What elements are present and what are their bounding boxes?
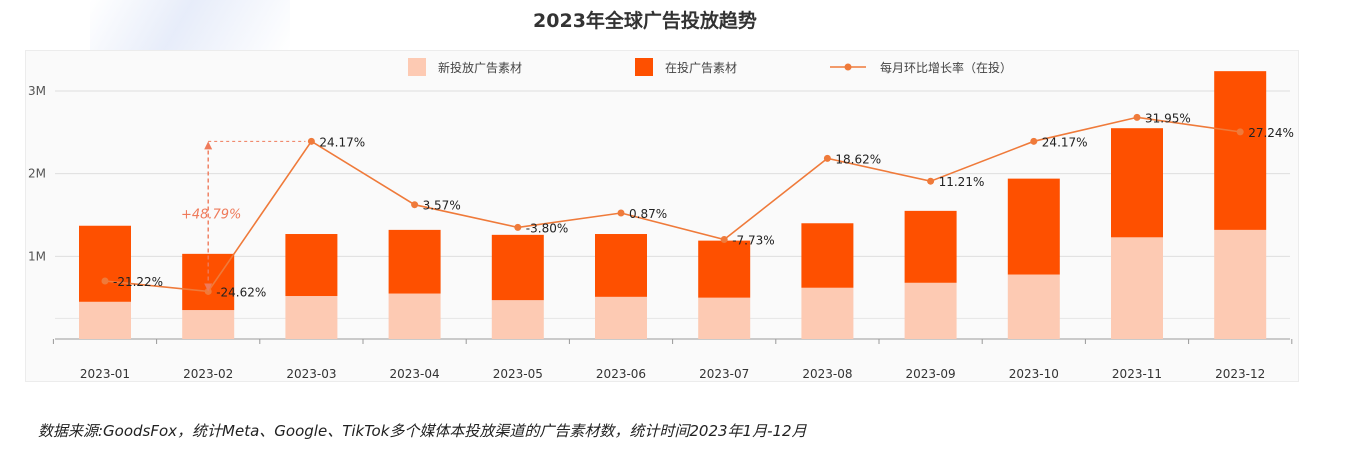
bar-new-ads	[1214, 229, 1267, 339]
bar-active-ads	[904, 210, 957, 283]
legend-swatch-growth-point	[844, 63, 852, 71]
x-tick-label: 2023-09	[906, 367, 956, 381]
bar-new-ads	[1007, 274, 1060, 339]
bar-new-ads	[698, 297, 751, 339]
bar-new-ads	[595, 296, 647, 339]
growth-label: -7.73%	[732, 233, 774, 247]
legend-label: 新投放广告素材	[438, 60, 522, 75]
chart-panel	[25, 50, 1299, 382]
x-tick-label: 2023-04	[390, 367, 440, 381]
legend-label: 每月环比增长率（在投）	[880, 60, 1012, 75]
chart-title: 2023年全球广告投放趋势	[533, 10, 757, 32]
growth-label: 3.57%	[423, 199, 461, 213]
y-tick-label: 2M	[28, 167, 46, 181]
bar-active-ads	[1007, 178, 1060, 275]
bar-active-ads	[1111, 128, 1163, 238]
x-tick-label: 2023-01	[80, 367, 130, 381]
growth-point	[1236, 128, 1244, 136]
annotation-label: +48.79%	[181, 207, 241, 222]
growth-label: -24.62%	[216, 285, 266, 299]
x-tick-label: 2023-11	[1112, 367, 1162, 381]
y-tick-label: 1M	[28, 249, 46, 263]
legend-swatch-active-ads	[635, 58, 653, 76]
x-tick-label: 2023-05	[493, 367, 543, 381]
bar-new-ads	[388, 293, 441, 339]
growth-point	[823, 154, 831, 162]
legend-swatch-new-ads	[408, 58, 426, 76]
x-tick-label: 2023-10	[1009, 367, 1059, 381]
bar-new-ads	[801, 287, 854, 339]
bar-active-ads	[1214, 71, 1267, 230]
bar-new-ads	[904, 282, 957, 339]
bar-active-ads	[698, 240, 751, 298]
growth-label: -21.22%	[113, 275, 163, 289]
bar-active-ads	[491, 234, 544, 301]
decorative-banner	[90, 0, 290, 50]
x-tick-label: 2023-03	[286, 367, 336, 381]
growth-point	[101, 277, 109, 285]
growth-line	[104, 116, 1241, 293]
growth-label: 18.62%	[835, 152, 881, 166]
bar-new-ads	[79, 301, 131, 339]
x-tick-label: 2023-12	[1215, 367, 1265, 381]
legend-label: 在投广告素材	[665, 60, 737, 75]
growth-point	[1133, 113, 1141, 121]
bar-active-ads	[595, 234, 647, 297]
x-tick-label: 2023-02	[183, 367, 233, 381]
annotation-arrow-up	[204, 141, 213, 150]
bar-active-ads	[79, 225, 131, 302]
growth-label: 27.24%	[1248, 126, 1294, 140]
source-note: 数据来源:GoodsFox，统计Meta、Google、TikTok多个媒体本投…	[38, 422, 807, 440]
growth-label: -3.80%	[526, 221, 568, 235]
growth-point	[927, 177, 935, 185]
x-tick-label: 2023-06	[596, 367, 646, 381]
growth-point	[1030, 137, 1038, 145]
bar-active-ads	[801, 223, 854, 288]
growth-point	[514, 223, 522, 231]
growth-point	[720, 235, 728, 243]
bar-new-ads	[1111, 237, 1163, 339]
bar-new-ads	[491, 300, 544, 339]
bar-active-ads	[388, 229, 441, 294]
growth-point	[411, 201, 419, 209]
growth-label: 24.17%	[1042, 135, 1088, 149]
growth-point	[617, 209, 625, 217]
growth-label: 24.17%	[319, 135, 365, 149]
bar-active-ads	[182, 253, 235, 311]
x-tick-label: 2023-08	[802, 367, 852, 381]
growth-label: 31.95%	[1145, 111, 1191, 125]
growth-label: 11.21%	[939, 175, 985, 189]
growth-point	[307, 137, 315, 145]
annotation-arrow-down	[204, 283, 213, 292]
chart-canvas: 1M 2M 3M 2023-01 2023-02 2023-03 2023-04 2023-0…	[28, 58, 1294, 381]
bar-new-ads	[182, 310, 235, 339]
bar-active-ads	[285, 234, 338, 297]
x-tick-label: 2023-07	[699, 367, 749, 381]
y-tick-label: 3M	[28, 84, 46, 98]
growth-label: 0.87%	[629, 207, 667, 221]
bar-new-ads	[285, 296, 338, 339]
